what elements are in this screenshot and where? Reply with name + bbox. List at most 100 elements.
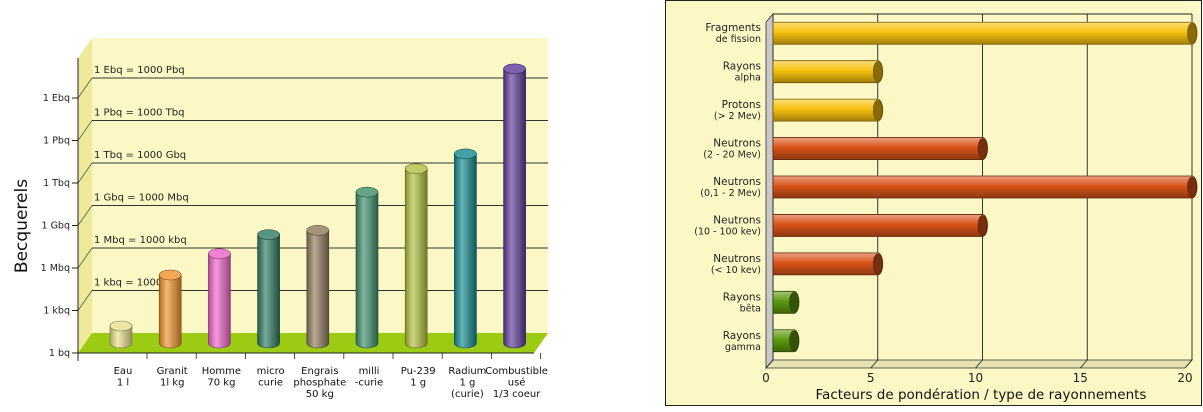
y-tick-label: 1 kbq bbox=[43, 306, 70, 317]
bar bbox=[772, 252, 884, 276]
gridline-connector bbox=[77, 290, 93, 311]
x-category-label: 50 kg bbox=[306, 389, 334, 400]
bar-end-cap bbox=[789, 292, 799, 313]
x-category-label: Homme bbox=[202, 366, 241, 377]
x-category-label: 70 kg bbox=[207, 378, 235, 389]
x-category-label: 1 l bbox=[117, 378, 129, 389]
bar bbox=[772, 60, 884, 84]
bar-top bbox=[454, 148, 477, 160]
gridline-connector bbox=[77, 77, 93, 99]
y-category-label: (< 10 kev) bbox=[711, 265, 761, 276]
bar-end-cap bbox=[872, 61, 883, 82]
gridline-connector bbox=[77, 247, 93, 269]
y-axis-label: Becquerels bbox=[12, 179, 32, 273]
bar-end-cap bbox=[1187, 176, 1197, 198]
x-tick-label: 10 bbox=[968, 371, 983, 385]
y-category-label: Rayons bbox=[723, 291, 761, 303]
x-category-label: Radium bbox=[448, 366, 486, 377]
bar bbox=[306, 230, 330, 349]
x-category-label: Eau bbox=[114, 366, 133, 377]
bar-end-cap bbox=[872, 99, 883, 121]
x-category-label: Pu-239 bbox=[401, 366, 436, 377]
chart-side-wall bbox=[765, 12, 774, 370]
grid-annotation: 1 Gbq = 1000 Mbq bbox=[94, 193, 189, 204]
gridline-connector bbox=[765, 359, 774, 369]
bar-top bbox=[355, 186, 379, 198]
y-category-label: (10 - 100 kev) bbox=[694, 226, 761, 237]
bar-top bbox=[503, 63, 526, 75]
bar-end-cap bbox=[1187, 22, 1197, 44]
bar-top bbox=[208, 248, 231, 260]
x-category-label: 1/3 coeur bbox=[493, 389, 541, 400]
y-category-label: Neutrons bbox=[713, 138, 761, 150]
bar bbox=[772, 214, 988, 237]
x-category-label: milli bbox=[359, 366, 380, 377]
x-category-label: usé bbox=[508, 377, 526, 389]
y-category-label: Rayons bbox=[723, 61, 761, 73]
x-category-label: Granit bbox=[157, 366, 188, 377]
bar-top bbox=[158, 269, 182, 281]
chart-side-wall bbox=[78, 38, 92, 353]
gridline-connector bbox=[1079, 359, 1088, 369]
x-tick-label: 0 bbox=[762, 371, 770, 385]
bar bbox=[772, 137, 988, 160]
x-tick-label: 15 bbox=[1073, 371, 1088, 385]
x-category-label: Combustible bbox=[485, 366, 548, 377]
y-category-label: Neutrons bbox=[713, 176, 761, 188]
x-category-label: curie bbox=[258, 378, 283, 389]
y-category-label: Fragments bbox=[705, 22, 761, 34]
bar-top bbox=[404, 163, 428, 175]
y-category-label: alpha bbox=[735, 73, 761, 84]
x-category-label: -curie bbox=[355, 378, 384, 389]
y-tick-label: 1 Gbq bbox=[42, 221, 71, 232]
bar bbox=[355, 191, 379, 349]
y-category-label: (0,1 - 2 Mev) bbox=[700, 188, 761, 199]
gridline-connector bbox=[975, 359, 983, 369]
weighting-factors-chart-panel: 0 5 10 15 20 Facteurs de pondération / type d… bbox=[665, 0, 1203, 407]
bar bbox=[772, 175, 1198, 199]
gridline-connector bbox=[1184, 359, 1193, 369]
bar bbox=[158, 274, 182, 349]
y-category-label: Neutrons bbox=[713, 253, 761, 265]
bar bbox=[772, 21, 1198, 45]
bar bbox=[404, 168, 428, 349]
x-category-label: Engrais bbox=[301, 366, 338, 377]
bar-top bbox=[257, 229, 280, 240]
x-category-label: phosphate bbox=[293, 378, 346, 389]
y-category-label: Rayons bbox=[723, 330, 761, 342]
bar bbox=[772, 98, 884, 122]
y-category-label: gamma bbox=[725, 342, 761, 353]
y-category-label: bêta bbox=[740, 303, 761, 314]
x-category-label: 1 g bbox=[410, 378, 426, 389]
y-category-label: (> 2 Mev) bbox=[714, 111, 761, 122]
grid-annotation: 1 Tbq = 1000 Gbq bbox=[94, 150, 186, 161]
y-tick-label: 1 Ebq bbox=[43, 93, 70, 104]
chart-back-wall bbox=[92, 38, 548, 333]
y-category-label: de fission bbox=[716, 34, 761, 45]
grid-annotation: 1 Ebq = 1000 Pbq bbox=[94, 65, 185, 76]
x-category-label: (curie) bbox=[451, 389, 484, 400]
x-tick-label: 5 bbox=[867, 371, 875, 385]
y-tick-label: 1 Tbq bbox=[43, 178, 70, 189]
bar bbox=[109, 325, 133, 349]
x-axis-label: Facteurs de pondération / type de rayonn… bbox=[816, 387, 1147, 403]
bar bbox=[503, 68, 526, 349]
becquerels-chart: 1 kbq = 1000 bq 1 Mbq = 1000 kbq 1 Gbq = 1… bbox=[12, 38, 548, 400]
x-tick-label: 20 bbox=[1177, 371, 1192, 385]
gridline-connector bbox=[77, 120, 93, 141]
gridline-connector bbox=[77, 205, 93, 226]
bar-end-cap bbox=[789, 330, 799, 352]
bar bbox=[208, 253, 231, 349]
chart-frame bbox=[665, 0, 1202, 406]
bar-end-cap bbox=[977, 138, 988, 159]
bar-end-cap bbox=[977, 215, 988, 236]
gridline-connector bbox=[77, 162, 93, 184]
x-category-label: 1l kg bbox=[160, 378, 184, 389]
becquerels-chart-panel: 1 kbq = 1000 bq 1 Mbq = 1000 kbq 1 Gbq = 1… bbox=[0, 0, 560, 407]
bar bbox=[454, 153, 477, 349]
gridline-connector bbox=[870, 359, 879, 369]
y-tick-label: 1 Mbq bbox=[41, 263, 70, 274]
y-category-label: (2 - 20 Mev) bbox=[703, 150, 761, 161]
weighting-factors-chart: 0 5 10 15 20 Facteurs de pondération / type d… bbox=[665, 0, 1202, 406]
y-tick-label: 1 bq bbox=[49, 348, 70, 359]
